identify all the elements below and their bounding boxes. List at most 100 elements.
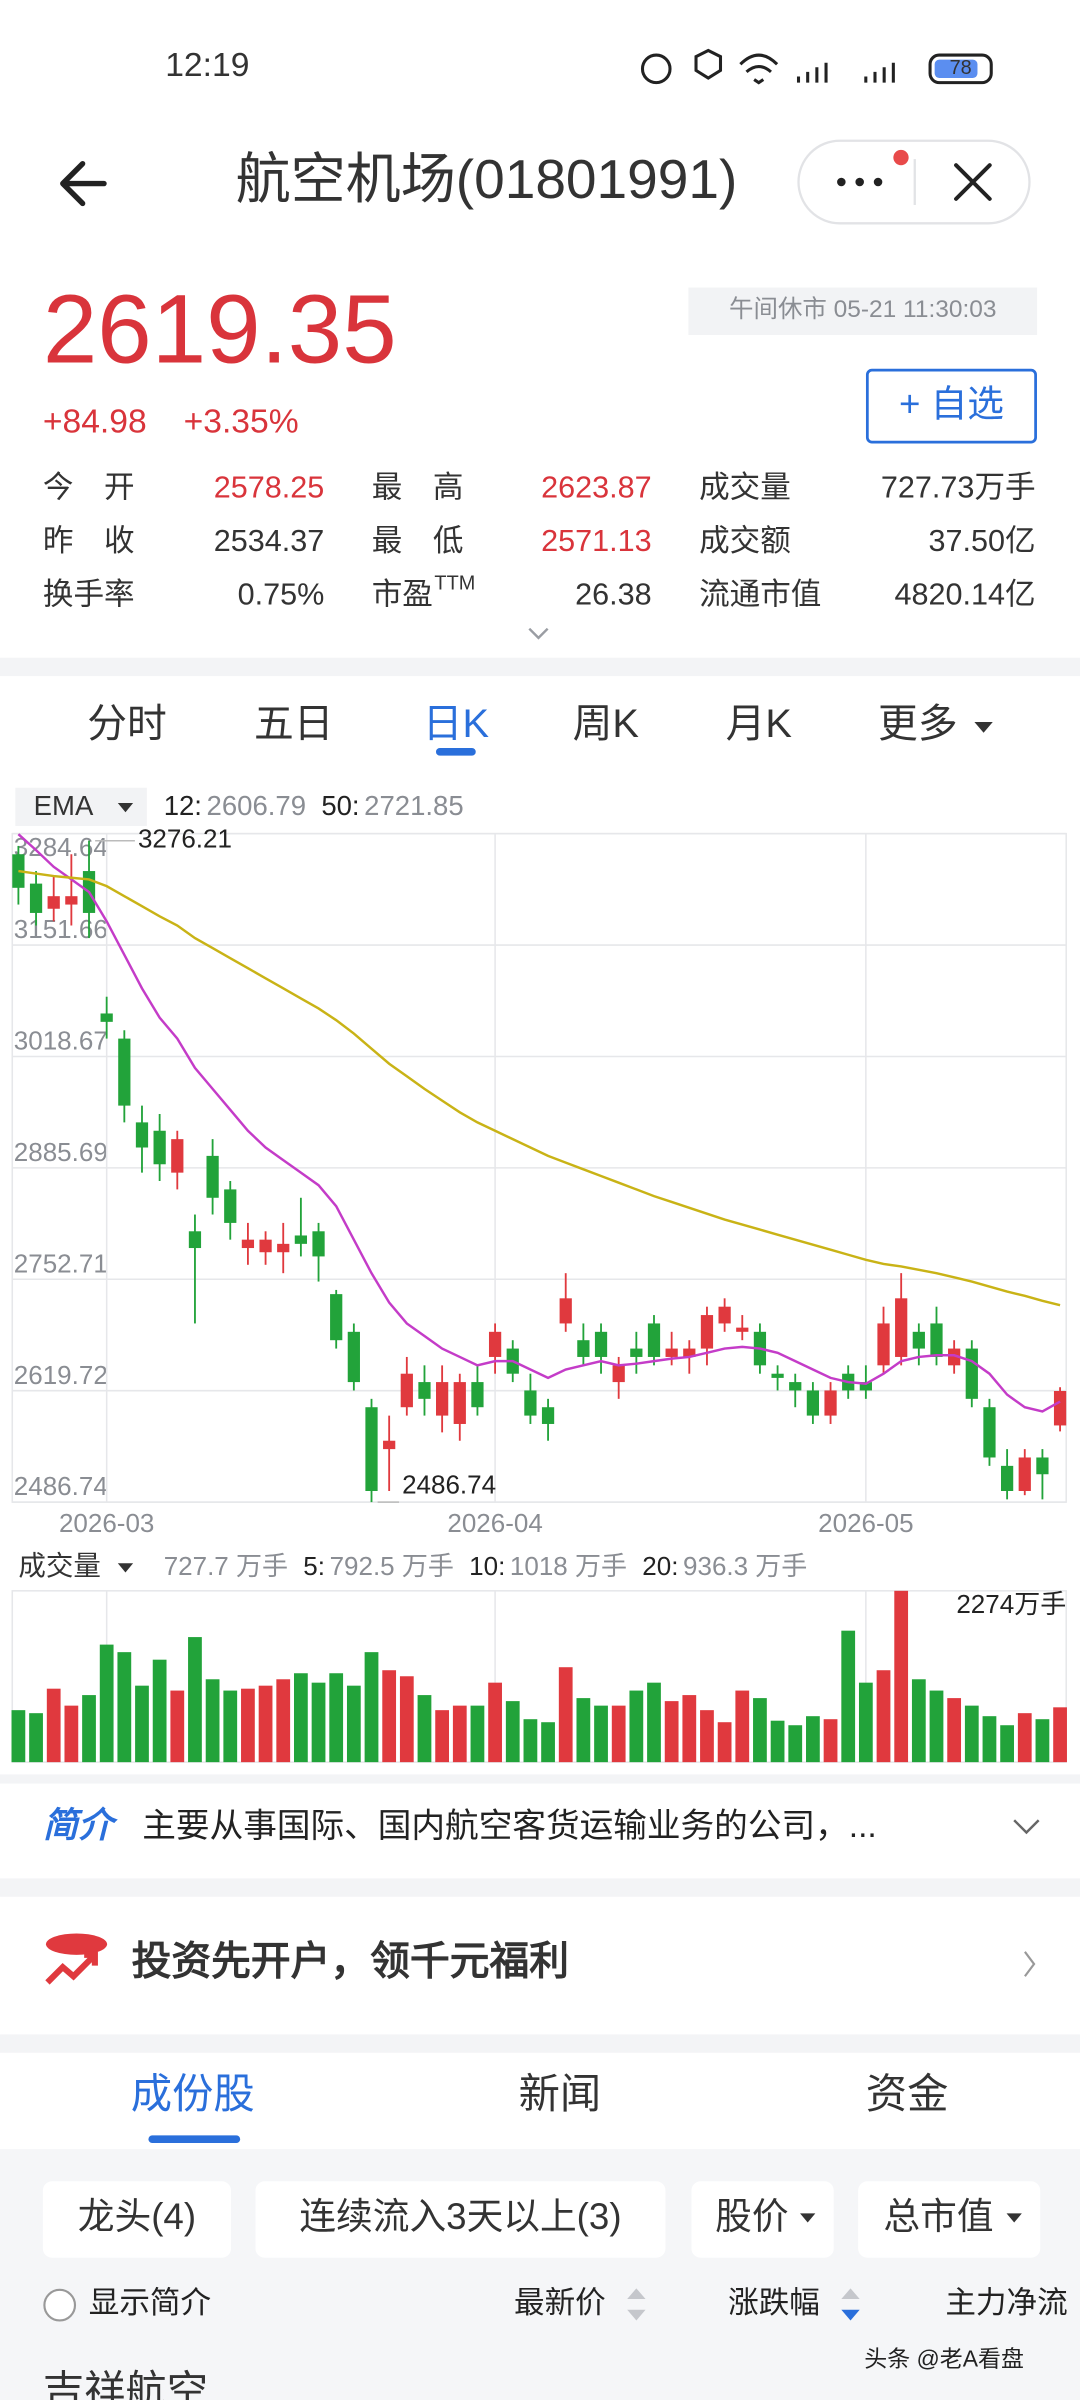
period-tab[interactable]: 周K [573, 702, 640, 746]
candle-body [277, 1243, 290, 1253]
x-tick-label: 2026-03 [59, 1508, 154, 1538]
section-tab[interactable]: 成份股 [131, 2071, 255, 2117]
period-tab[interactable]: 月K [726, 702, 793, 746]
volume-bar [594, 1705, 608, 1763]
volume-bar [135, 1685, 149, 1763]
candle-body [824, 1390, 837, 1416]
filter-chip[interactable] [255, 2181, 666, 2258]
legend-name: 5: [303, 1551, 325, 1581]
volume-bar [982, 1716, 997, 1763]
intro-row[interactable]: 简介 主要从事国际、国内航空客货运输业务的公司，... [43, 1806, 1040, 1845]
candle-body [188, 1231, 202, 1249]
period-tab[interactable]: 五日 [254, 702, 334, 746]
filter-chip[interactable] [42, 2181, 232, 2258]
volume-bar [435, 1710, 450, 1763]
column-header[interactable]: 最新价 [514, 2286, 606, 2320]
active-tab-indicator [435, 747, 476, 756]
candle-body [100, 1013, 113, 1022]
stat-value: 4820.14亿 [894, 578, 1035, 612]
intro-label: 简介 [43, 1806, 118, 1845]
legend-name: 10: [469, 1551, 505, 1581]
stat-label: 流通市值 [699, 578, 821, 612]
row-name[interactable]: 吉祥航空 [43, 2368, 208, 2400]
candle-body [948, 1348, 961, 1366]
candle-body [383, 1440, 396, 1450]
volume-bar [806, 1716, 820, 1763]
candle-body [171, 1139, 184, 1173]
candle-body [47, 896, 60, 909]
candle-body [630, 1348, 643, 1357]
filter-chip[interactable] [691, 2181, 834, 2258]
volume-bar [1000, 1725, 1014, 1763]
volume-bar [241, 1688, 255, 1763]
candle-body [912, 1331, 925, 1349]
stat-value: 2578.25 [214, 471, 325, 505]
watch-button[interactable] [865, 368, 1037, 444]
candle-body [436, 1382, 449, 1416]
y-tick-label: 3284.64 [14, 832, 108, 862]
column-header[interactable]: 主力净流 [945, 2286, 1067, 2320]
volume-bar [311, 1682, 326, 1763]
filter-chip[interactable] [858, 2181, 1041, 2258]
volume-bar [170, 1690, 185, 1763]
page-title: 航空机场(01801991) [236, 148, 738, 210]
volume-bar [964, 1705, 979, 1763]
candle-body [612, 1365, 625, 1383]
stat-label: 今 开 [43, 471, 135, 505]
legend-value: 1018 万手 [510, 1551, 627, 1581]
section-gap [0, 2034, 1080, 2053]
last-price: 2619.35 [43, 273, 397, 383]
section-gap [0, 1878, 1080, 1897]
section-tab[interactable]: 资金 [866, 2071, 949, 2117]
ema-line [17, 833, 1061, 1413]
candle-body [135, 1122, 149, 1148]
expand-chevron[interactable] [528, 627, 549, 640]
candle-body [789, 1382, 802, 1391]
volume-bar [346, 1685, 361, 1763]
volume-bar [611, 1705, 626, 1763]
section-tab[interactable]: 新闻 [519, 2071, 602, 2117]
y-tick-label: 3018.67 [14, 1026, 108, 1056]
candle-body [736, 1327, 749, 1332]
candle-body [1036, 1457, 1049, 1475]
max-label: 3276.21 [138, 824, 232, 854]
stat-label: 最 低 [372, 524, 464, 558]
promo-chevron [1024, 1951, 1036, 1977]
sort-icon[interactable] [841, 2288, 860, 2300]
candle-body [647, 1323, 661, 1357]
section-gap [0, 1774, 1080, 1784]
stat-value: 0.75% [238, 578, 325, 612]
more-button[interactable] [837, 177, 883, 187]
legend-value: 936.3 万手 [683, 1551, 807, 1581]
volume-bar [682, 1695, 697, 1763]
candle-body [541, 1407, 555, 1424]
period-tab[interactable]: 分时 [87, 702, 167, 746]
status-badge [688, 287, 1038, 335]
indicator-caret [117, 803, 134, 813]
candle-body [259, 1239, 272, 1253]
show-intro-toggle[interactable] [43, 2288, 77, 2322]
promo-icon [45, 1933, 108, 1955]
volume-bar [911, 1679, 926, 1763]
volume-bar [947, 1698, 962, 1763]
period-tab[interactable]: 更多 [878, 702, 958, 746]
status-time: 12:19 [165, 47, 249, 84]
market-status: 午间休市 05-21 11:30:03 [729, 295, 996, 323]
volume-bar [46, 1688, 61, 1763]
volume-bar [876, 1670, 891, 1763]
column-header[interactable]: 涨跌幅 [728, 2286, 820, 2320]
volume-bar [276, 1679, 291, 1763]
intro-chevron [1013, 1819, 1040, 1835]
back-button[interactable] [60, 160, 107, 207]
stat-value: 2571.13 [541, 524, 652, 558]
period-tab[interactable]: 日K [423, 702, 490, 746]
sort-icon[interactable] [627, 2288, 646, 2321]
volume-bar [294, 1673, 308, 1763]
filter-caret [1006, 2213, 1022, 2223]
close-button[interactable] [954, 163, 992, 201]
promo-row[interactable]: 投资先开户，领千元福利 [45, 1933, 1036, 1985]
candle-body [577, 1340, 590, 1357]
volume-bar [894, 1590, 909, 1763]
y-tick-label: 2885.69 [14, 1137, 108, 1167]
